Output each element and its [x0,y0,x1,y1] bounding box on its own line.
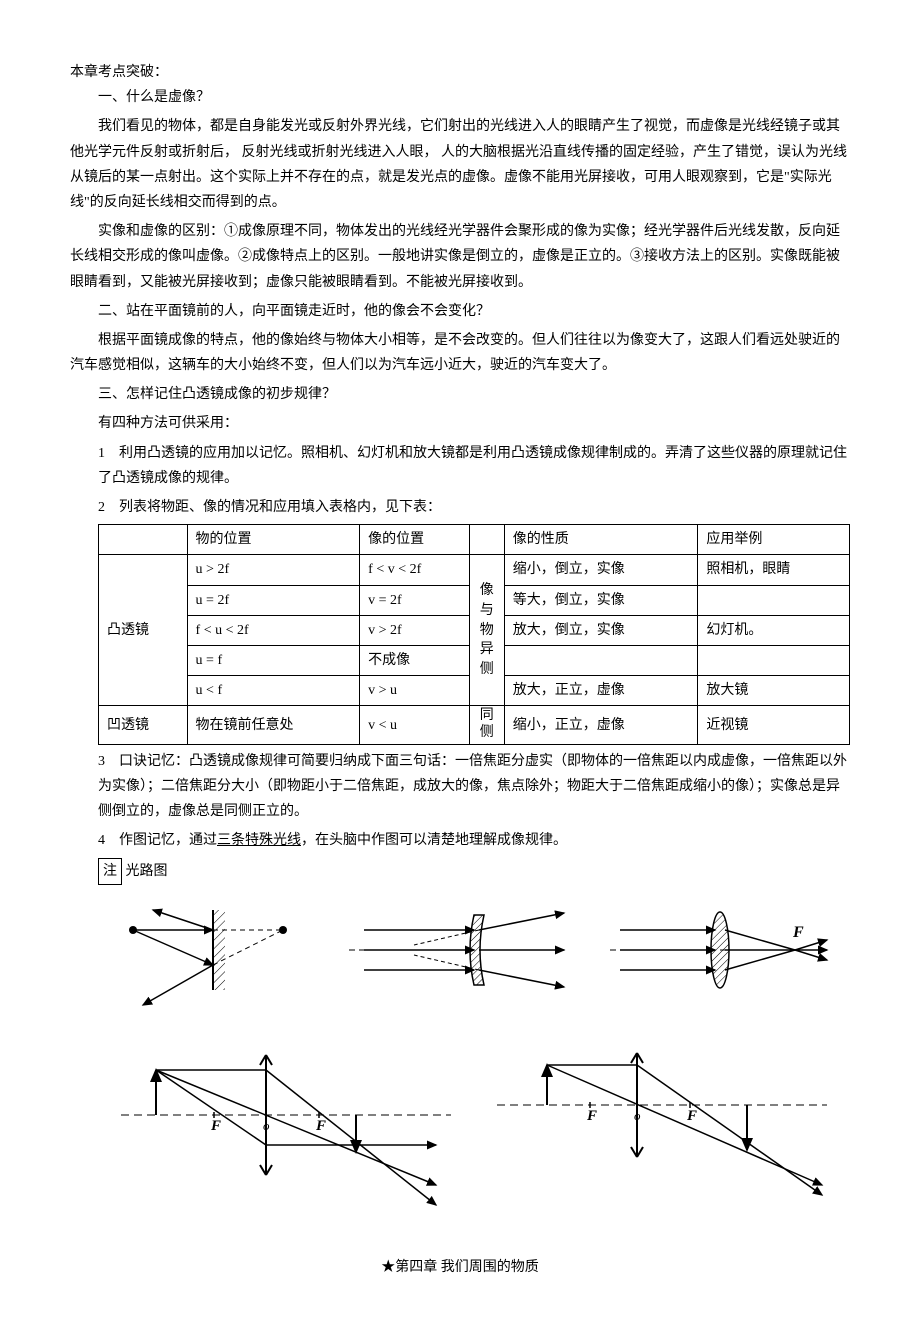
cell: f < u < 2f [187,615,360,645]
note-line: 注 光路图 [98,858,850,885]
th-blank [99,525,188,555]
convex-enlarged-image-diagram-icon: F o F [492,1045,832,1215]
section3-intro: 有四种方法可供采用： [70,411,850,436]
method2: 2 列表将物距、像的情况和应用填入表格内，见下表： [98,495,850,520]
cell: 不成像 [360,645,470,675]
cell: 等大，倒立，实像 [504,585,698,615]
cell: v = 2f [360,585,470,615]
cell: 幻灯机。 [698,615,850,645]
focal-label-right5: F [686,1108,697,1124]
table-header-row: 物的位置 像的位置 像的性质 应用举例 [99,525,850,555]
cell: 缩小，倒立，实像 [504,555,698,585]
method4: 4 作图记忆，通过三条特殊光线，在头脑中作图可以清楚地理解成像规律。 [98,828,850,853]
th-image-pos: 像的位置 [360,525,470,555]
origin-label5: o [634,1108,641,1123]
concave-lens-diagram-icon [344,905,574,995]
cell: u > 2f [187,555,360,585]
section2-p1: 根据平面镜成像的特点，他的像始终与物体大小相等，是不会改变的。但人们往往以为像变… [70,328,850,378]
table-row: 凸透镜 u > 2f f < v < 2f 像与物异侧 缩小，倒立，实像 照相机… [99,555,850,585]
cell: u < f [187,676,360,706]
th-object-pos: 物的位置 [187,525,360,555]
m4-post: ，在头脑中作图可以清楚地理解成像规律。 [301,833,567,848]
note-text: 光路图 [126,864,168,879]
section1-p2: 实像和虚像的区别：①成像原理不同，物体发出的光线经光学器件会聚形成的像为实像；经… [70,219,850,295]
diagram-row-bottom: F o F F o F [98,1045,850,1215]
focal-label-left5: F [586,1108,597,1124]
cell: 近视镜 [698,706,850,745]
cell: v < u [360,706,470,745]
cell: f < v < 2f [360,555,470,585]
cell-convex: 凸透镜 [99,555,188,706]
cell: u = f [187,645,360,675]
cell: 放大，倒立，实像 [504,615,698,645]
cell [504,645,698,675]
note-box: 注 [98,858,122,885]
cell: v > 2f [360,615,470,645]
chapter-header: 本章考点突破： [70,60,850,85]
m4-pre: 4 作图记忆，通过 [98,833,217,848]
cell [698,585,850,615]
m4-underline: 三条特殊光线 [217,833,301,848]
convex-lens-focus-diagram-icon: F [605,905,835,995]
cell-concave: 凹透镜 [99,706,188,745]
cell: 照相机，眼睛 [698,555,850,585]
cell: 物在镜前任意处 [187,706,360,745]
th-nature: 像的性质 [504,525,698,555]
next-chapter-footer: ★第四章 我们周围的物质 [70,1255,850,1280]
cell-same-side: 同侧 [469,706,504,745]
cell: 放大，正立，虚像 [504,676,698,706]
cell-opposite-side: 像与物异侧 [469,555,504,706]
focal-label-left: F [210,1118,221,1134]
cell: 放大镜 [698,676,850,706]
focal-label-right: F [315,1118,326,1134]
section3-title: 三、怎样记住凸透镜成像的初步规律？ [70,382,850,407]
method1: 1 利用凸透镜的应用加以记忆。照相机、幻灯机和放大镜都是利用凸透镜成像规律制成的… [98,441,850,491]
section1-p1: 我们看见的物体，都是自身能发光或反射外界光线，它们射出的光线进入人的眼睛产生了视… [70,114,850,215]
ray-diagrams: F F o F [98,905,850,1215]
convex-real-image-diagram-icon: F o F [116,1045,456,1215]
lens-table: 物的位置 像的位置 像的性质 应用举例 凸透镜 u > 2f f < v < 2… [98,524,850,745]
table-row: 凹透镜 物在镜前任意处 v < u 同侧 缩小，正立，虚像 近视镜 [99,706,850,745]
mirror-diagram-icon [113,905,313,1015]
focal-point-label: F [792,924,804,941]
diagram-row-top: F [98,905,850,1015]
cell: u = 2f [187,585,360,615]
th-side [469,525,504,555]
cell: 缩小，正立，虚像 [504,706,698,745]
section1-title: 一、什么是虚像？ [70,85,850,110]
section2-title: 二、站在平面镜前的人，向平面镜走近时，他的像会不会变化？ [70,299,850,324]
cell [698,645,850,675]
origin-label: o [263,1118,270,1133]
method3: 3 口诀记忆：凸透镜成像规律可简要归纳成下面三句话：一倍焦距分虚实（即物体的一倍… [98,749,850,825]
th-application: 应用举例 [698,525,850,555]
cell: v > u [360,676,470,706]
